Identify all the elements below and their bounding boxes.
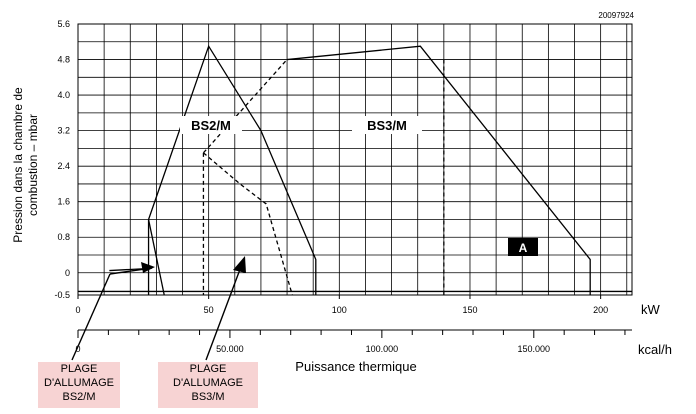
ignition-range-bs3-line-1: PLAGE [189, 363, 227, 375]
series-line-bs3-m [286, 45, 591, 295]
x-tick-label: 50 [204, 305, 214, 315]
axes: 5.6 4.8 4.0 3.2 2.4 1.6 0.8 0 -0.5 0 50 100 150 200 0 5… [54, 19, 633, 354]
y-tick-label: -0.5 [54, 290, 70, 300]
series-label-bs2: BS2/M [191, 118, 231, 133]
series-label-bs3: BS3/M [367, 118, 407, 133]
y-tick-label: 4.0 [57, 90, 70, 100]
y-tick-label: 1.6 [57, 197, 70, 207]
figure-reference: 20097924 [598, 11, 634, 20]
marker-a-label: A [519, 241, 528, 255]
x-tick-label: 0 [75, 305, 80, 315]
y-tick-label: 5.6 [57, 19, 70, 29]
arrow-bs3-range-head [233, 256, 246, 273]
marker-a-badge [508, 238, 538, 256]
x-axis-label: Puissance thermique [295, 359, 416, 374]
x2-tick-label: 150.000 [518, 344, 551, 354]
plot-frame [77, 23, 633, 296]
ignition-range-bs3-box: PLAGE D'ALLUMAGE BS3/M [158, 362, 258, 408]
chart-guide-line [147, 219, 165, 296]
ignition-range-bs2-line-2: D'ALLUMAGE [44, 377, 114, 389]
y-axis-label-line-1: Pression dans la chambre de [11, 87, 25, 243]
arrow-bs2-range-stem [71, 273, 111, 361]
x-tick-label: 100 [332, 305, 347, 315]
arrow-bs3-range-stem [205, 263, 243, 361]
ignition-range-bs2-box: PLAGE D'ALLUMAGE BS2/M [38, 362, 120, 408]
series-line-3 [203, 152, 293, 296]
grid [77, 23, 632, 296]
x2-tick-label: 100.000 [366, 344, 399, 354]
y-axis-label-line-2: combustion – mbar [26, 114, 40, 216]
x-tick-label: 150 [462, 305, 477, 315]
series-line-bs2-m [147, 44, 317, 295]
arrow-bs2-range-head [141, 262, 155, 273]
ignition-range-bs3-line-2: D'ALLUMAGE [173, 377, 243, 389]
ignition-range-bs2-line-1: PLAGE [60, 363, 98, 375]
ignition-range-bs2-line-3: BS2/M [62, 391, 96, 403]
y-tick-label: 0 [65, 268, 70, 278]
series-lines [78, 44, 632, 296]
ignition-range-bs3-line-3: BS3/M [191, 391, 225, 403]
x2-axis-unit-kcal: kcal/h [638, 342, 672, 357]
x-tick-label: 200 [593, 305, 608, 315]
y-tick-label: 4.8 [57, 55, 70, 65]
x2-tick-label: 0 [75, 344, 80, 354]
x-axis-unit-kw: kW [641, 302, 661, 317]
pointer-arrows [71, 256, 246, 361]
chart-labels: 20097924 Pression dans la chambre de com… [11, 11, 672, 374]
x2-tick-label: 50.000 [216, 344, 244, 354]
bs3-label-background [352, 116, 422, 134]
y-tick-label: 3.2 [57, 126, 70, 136]
y-tick-label: 0.8 [57, 232, 70, 242]
bs2-label-background [180, 116, 242, 134]
y-tick-label: 2.4 [57, 161, 70, 171]
